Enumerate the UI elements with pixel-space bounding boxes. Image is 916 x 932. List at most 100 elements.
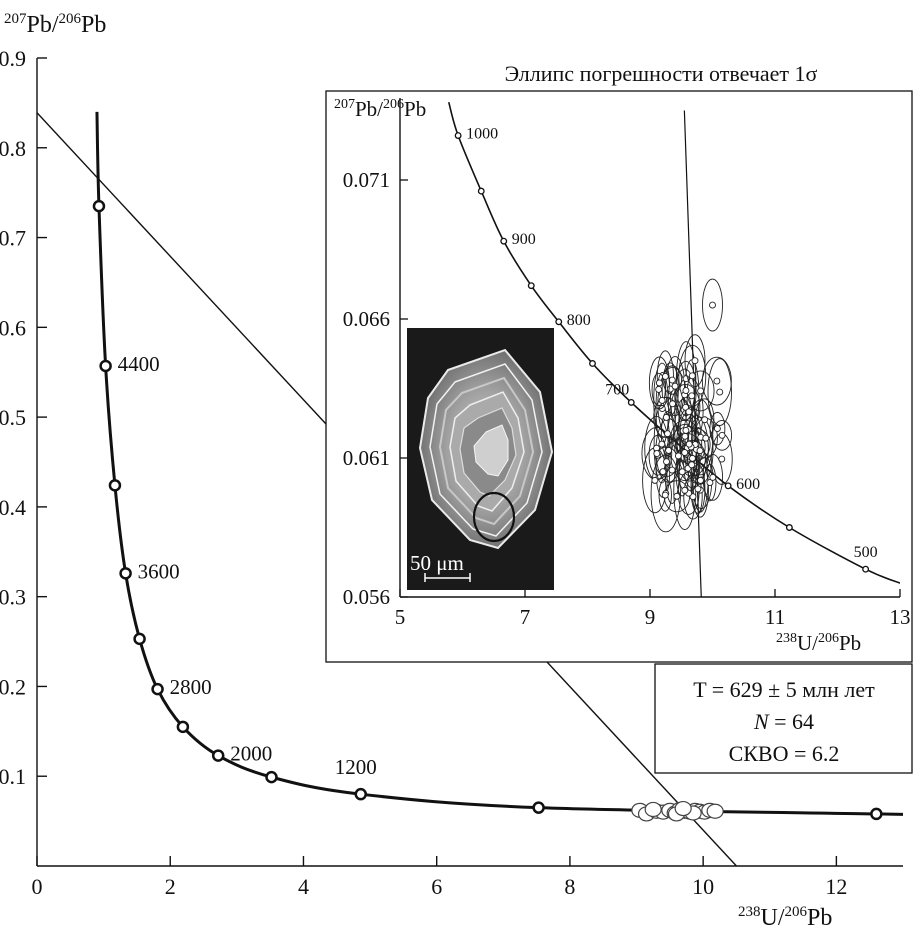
age-annotation: T = 629 ± 5 млн лет xyxy=(693,677,875,702)
inset-age-marker xyxy=(555,318,563,326)
ellipse-center xyxy=(713,377,721,385)
concordia-age-label: 1200 xyxy=(335,755,377,779)
concordia-age-marker xyxy=(354,787,368,801)
inset-y-tick-label: 0.056 xyxy=(343,585,390,609)
ellipse-center xyxy=(655,379,663,387)
concordia-age-marker xyxy=(119,567,132,580)
ellipse-center xyxy=(702,434,710,442)
ellipse-center xyxy=(671,382,679,390)
zircon-photo: 50 μm xyxy=(407,328,554,590)
ellipse-center xyxy=(697,476,704,484)
inset-title: Эллипс погрешности отвечает 1σ xyxy=(505,61,818,86)
concordia-age-marker xyxy=(108,479,122,492)
ellipse-center xyxy=(706,479,714,487)
inset-ticks xyxy=(399,179,901,598)
ellipse-center xyxy=(665,447,673,454)
y-axis-label: 207Pb/206Pb xyxy=(4,11,106,38)
inset-age-labels: 1000 900 800 700 600 500 xyxy=(466,126,878,562)
ellipse-center xyxy=(661,491,669,499)
main-tick-labels: 0 2 4 6 8 10 12 0.1 0.2 0.3 0.4 0.5 0.6 0.7 0.8 0.9 xyxy=(0,46,847,899)
ellipse-center xyxy=(662,413,670,421)
inset-x-tick-label: 9 xyxy=(645,605,656,629)
inset-age-marker xyxy=(500,237,508,245)
ellipse-center xyxy=(697,387,705,395)
error-ellipse xyxy=(665,356,686,417)
ellipse-center xyxy=(651,476,659,484)
error-ellipse xyxy=(707,358,732,426)
ellipse-center xyxy=(658,440,666,448)
error-ellipse xyxy=(662,365,682,395)
concordia-age-marker xyxy=(133,632,146,646)
inset-age-points xyxy=(454,132,870,573)
ellipse-center xyxy=(716,388,724,396)
inset-x-axis-label: 238U/206Pb xyxy=(776,631,861,655)
ellipse-center xyxy=(691,357,699,365)
x-tick-label: 2 xyxy=(165,874,176,899)
error-ellipse xyxy=(702,278,723,332)
concordia-age-marker xyxy=(870,807,883,821)
ellipse-center xyxy=(685,408,693,416)
ellipse-center xyxy=(709,301,716,309)
inset-y-tick-label: 0.066 xyxy=(343,307,390,331)
ellipse-center xyxy=(709,473,717,481)
concordia-age-label: 2000 xyxy=(230,742,272,766)
x-tick-label: 8 xyxy=(564,874,575,899)
ellipse-center xyxy=(682,427,690,434)
x-tick-label: 10 xyxy=(692,874,714,899)
ellipse-center xyxy=(688,372,696,380)
concordia-age-marker xyxy=(532,801,545,814)
inset-age-label: 700 xyxy=(605,381,629,398)
ellipse-center xyxy=(678,468,686,476)
error-ellipse xyxy=(678,344,707,407)
ellipse-center xyxy=(658,397,666,404)
ellipse-center xyxy=(718,431,726,439)
y-tick-label: 0.5 xyxy=(0,405,26,430)
error-ellipse xyxy=(648,356,670,410)
ellipse-center xyxy=(669,400,677,408)
ellipse-center xyxy=(696,447,704,455)
error-ellipse xyxy=(676,406,703,482)
ellipse-center xyxy=(688,461,696,469)
inset-age-label: 900 xyxy=(512,231,536,248)
error-ellipse xyxy=(656,350,674,403)
inset-age-marker xyxy=(627,398,635,406)
inset-x-tick-label: 11 xyxy=(765,605,785,629)
y-tick-label: 0.9 xyxy=(0,46,26,71)
error-ellipse xyxy=(709,411,726,446)
inset-age-marker xyxy=(862,565,870,573)
inset-age-label: 1000 xyxy=(466,126,498,143)
y-tick-label: 0.4 xyxy=(0,495,26,520)
annotation-box: T = 629 ± 5 млн лет N = 64 СКВО = 6.2 xyxy=(654,663,913,774)
inset-tick-labels: 5 7 9 11 13 0.056 0.061 0.066 0.071 xyxy=(343,168,911,629)
error-ellipse xyxy=(701,356,732,406)
y-tick-label: 0.2 xyxy=(0,674,26,699)
concordia-age-label: 3600 xyxy=(138,559,180,583)
error-ellipses xyxy=(641,278,733,533)
concordia-age-marker xyxy=(176,720,190,734)
concordia-age-marker xyxy=(211,749,225,762)
inset-y-tick-label: 0.061 xyxy=(343,446,390,470)
ellipse-center xyxy=(653,450,661,457)
inset-age-marker xyxy=(477,187,485,195)
concordia-age-label: 4400 xyxy=(118,352,160,376)
concordia-age-points xyxy=(92,199,883,821)
ellipse-center xyxy=(713,425,721,433)
error-ellipse xyxy=(712,419,733,451)
error-ellipse xyxy=(684,334,706,388)
concordia-age-marker xyxy=(151,682,164,696)
error-ellipse xyxy=(658,478,672,512)
data-cluster xyxy=(631,800,724,822)
error-ellipse xyxy=(675,341,697,417)
concordia-age-marker xyxy=(99,359,112,373)
inset-plot: Эллипс погрешности отвечает 1σ 5 7 9 11 13 0.… xyxy=(325,61,913,663)
y-tick-label: 0.1 xyxy=(0,764,26,789)
concordia-age-label: 2800 xyxy=(170,675,212,699)
ellipse-center xyxy=(681,486,689,494)
ellipse-center xyxy=(688,454,696,462)
ellipse-center xyxy=(674,452,682,460)
inset-age-marker xyxy=(589,360,596,367)
inset-x-tick-label: 5 xyxy=(395,605,406,629)
inset-age-label: 800 xyxy=(567,312,591,329)
data-point xyxy=(706,803,724,819)
ellipse-center xyxy=(718,455,726,463)
